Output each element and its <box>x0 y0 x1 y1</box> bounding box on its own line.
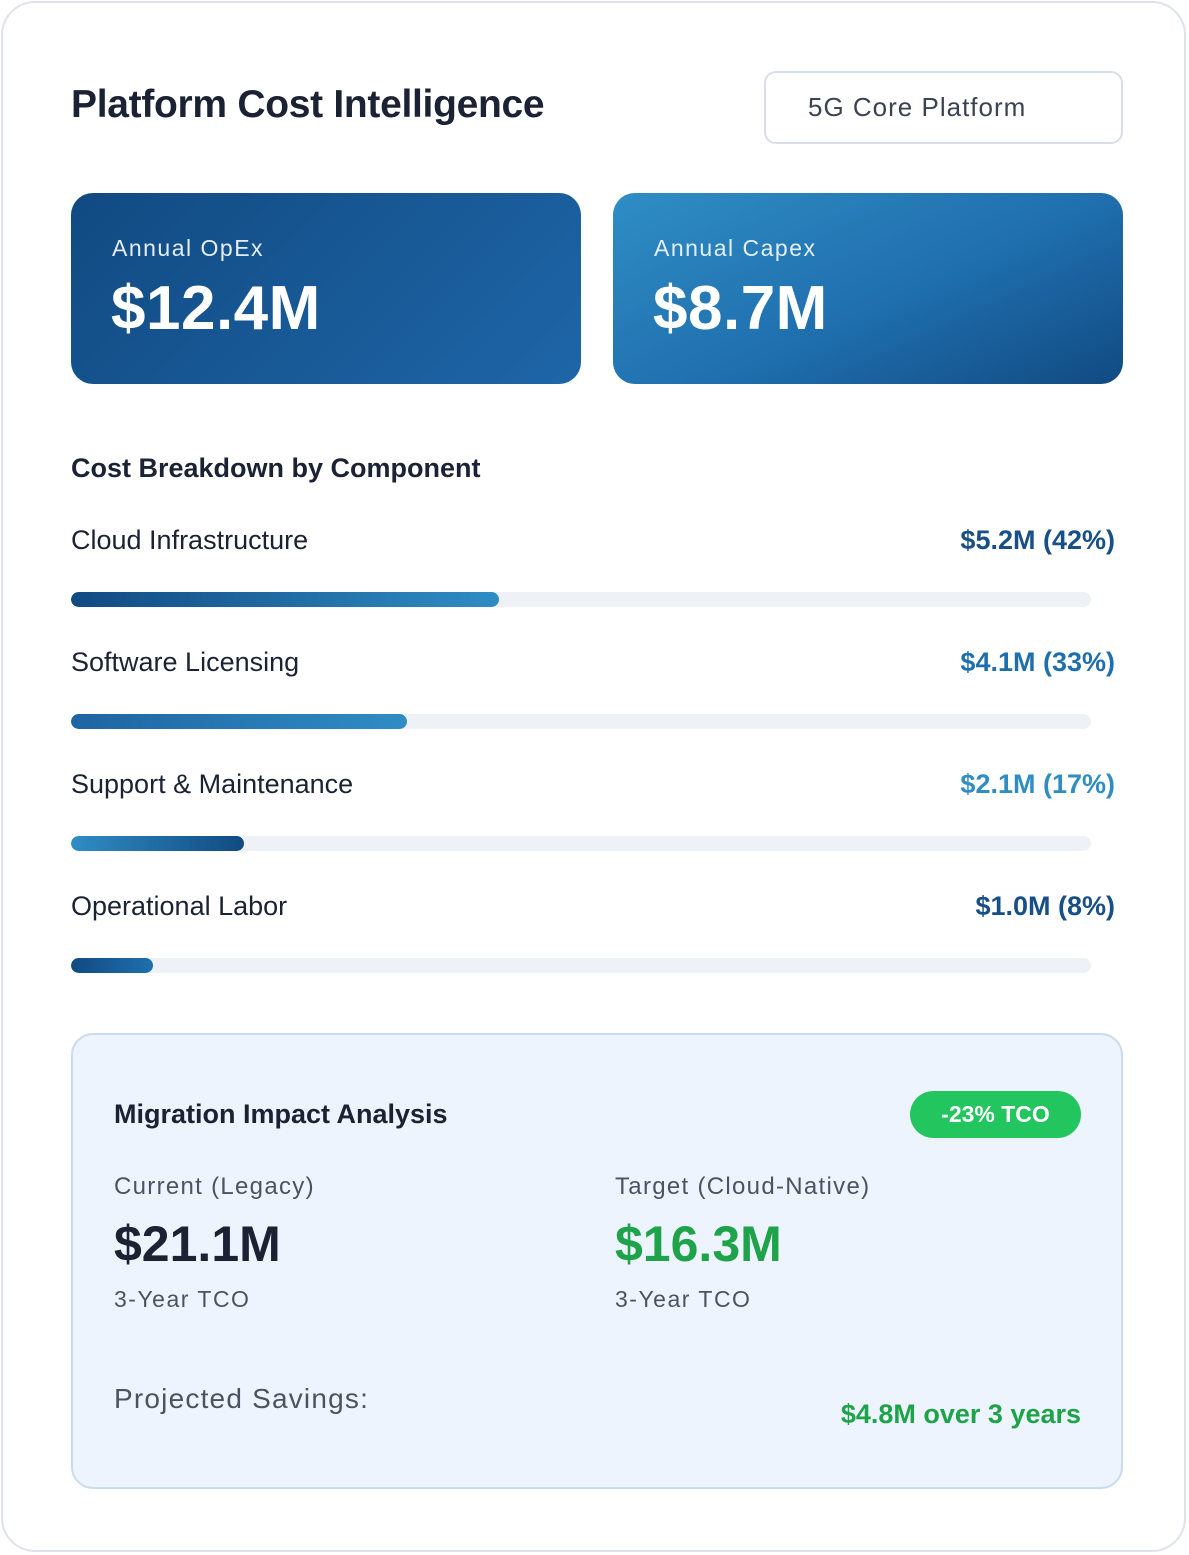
component-value-support-maintenance: $2.1M (17%) <box>960 769 1115 799</box>
component-bar-track <box>71 592 1091 607</box>
savings-value: $4.8M over 3 years <box>840 1399 1081 1429</box>
component-bar-support-maintenance <box>71 836 244 851</box>
component-bar-cloud-infrastructure <box>71 592 499 607</box>
platform-selector[interactable]: 5G Core Platform <box>764 71 1123 144</box>
component-value-operational-labor: $1.0M (8%) <box>975 891 1115 921</box>
component-bar-track <box>71 836 1091 851</box>
kpi-opex-label: Annual OpEx <box>112 235 265 261</box>
current-label: Current (Legacy) <box>114 1173 315 1200</box>
component-bar-operational-labor <box>71 958 153 973</box>
page-title: Platform Cost Intelligence <box>71 83 545 126</box>
component-value-software-licensing: $4.1M (33%) <box>960 647 1115 677</box>
component-bar-track <box>71 958 1091 973</box>
tco-change-badge: -23% TCO <box>910 1091 1081 1138</box>
component-bar-track <box>71 714 1091 729</box>
current-value: $21.1M <box>114 1216 281 1272</box>
kpi-card-opex: Annual OpEx $12.4M <box>71 193 581 384</box>
component-label-cloud-infrastructure: Cloud Infrastructure <box>71 525 309 555</box>
kpi-capex-label: Annual Capex <box>654 235 817 261</box>
migration-impact-panel: Migration Impact Analysis -23% TCO Curre… <box>71 1033 1123 1489</box>
kpi-card-capex: Annual Capex $8.7M <box>613 193 1123 384</box>
current-sub: 3-Year TCO <box>114 1286 251 1312</box>
component-label-support-maintenance: Support & Maintenance <box>71 769 354 799</box>
kpi-capex-value: $8.7M <box>653 274 828 343</box>
target-sub: 3-Year TCO <box>615 1286 752 1312</box>
component-label-operational-labor: Operational Labor <box>71 891 288 921</box>
target-value: $16.3M <box>615 1216 782 1272</box>
component-bar-software-licensing <box>71 714 407 729</box>
migration-title: Migration Impact Analysis <box>114 1099 448 1129</box>
target-label: Target (Cloud-Native) <box>615 1173 871 1200</box>
breakdown-title: Cost Breakdown by Component <box>71 453 481 483</box>
component-value-cloud-infrastructure: $5.2M (42%) <box>960 525 1115 555</box>
savings-label: Projected Savings: <box>114 1383 370 1414</box>
kpi-opex-value: $12.4M <box>111 274 321 343</box>
component-label-software-licensing: Software Licensing <box>71 647 300 677</box>
